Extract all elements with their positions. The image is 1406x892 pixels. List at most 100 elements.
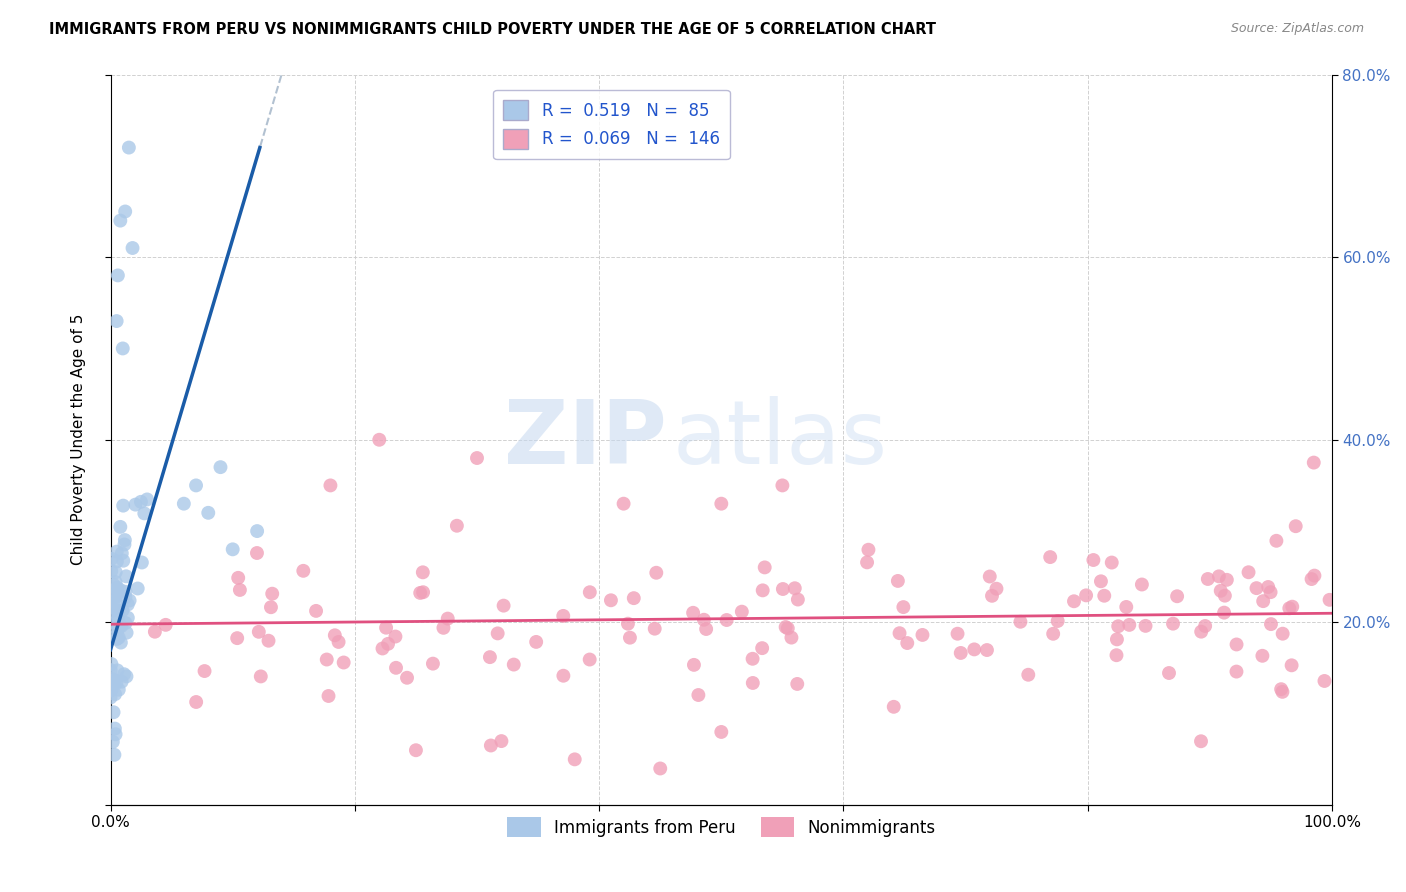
Point [112,499,135,513]
Point [105,554,128,568]
Point [772,582,794,596]
Point [1115,599,1137,614]
Point [107,612,129,626]
Point [257,633,280,648]
Point [100,564,122,578]
Point [553,669,575,683]
Point [887,574,910,588]
Point [103,676,125,690]
Point [114,204,136,219]
Point [949,646,972,660]
Point [710,725,733,739]
Point [1046,614,1069,628]
Point [100,673,122,688]
Point [492,599,515,613]
Point [121,241,143,255]
Point [104,596,127,610]
Point [262,587,284,601]
Point [105,586,128,600]
Point [100,675,122,690]
Point [889,626,911,640]
Point [107,682,129,697]
Point [409,586,432,600]
Point [1285,519,1308,533]
Point [770,478,793,492]
Point [209,460,232,475]
Point [1213,589,1236,603]
Point [1225,665,1247,679]
Point [1042,627,1064,641]
Point [110,674,132,689]
Point [100,683,122,698]
Point [1281,658,1303,673]
Point [1271,626,1294,640]
Point [1208,569,1230,583]
Point [693,613,716,627]
Point [101,735,124,749]
Point [1135,619,1157,633]
Point [143,624,166,639]
Point [432,621,454,635]
Point [710,497,733,511]
Point [412,585,434,599]
Point [688,688,710,702]
Y-axis label: Child Poverty Under the Age of 5: Child Poverty Under the Age of 5 [72,314,86,566]
Point [105,581,128,595]
Point [107,604,129,618]
Point [1118,618,1140,632]
Point [103,578,125,592]
Point [981,589,1004,603]
Point [384,630,406,644]
Point [105,314,128,328]
Point [1251,648,1274,663]
Point [783,581,806,595]
Point [107,631,129,645]
Point [100,657,122,671]
Point [117,611,139,625]
Point [1092,589,1115,603]
Point [129,495,152,509]
Point [1157,665,1180,680]
Point [1216,573,1239,587]
Point [1251,594,1274,608]
Point [479,739,502,753]
Point [104,727,127,741]
Point [716,613,738,627]
Point [247,624,270,639]
Point [107,620,129,634]
Point [114,584,136,599]
Point [222,542,245,557]
Point [741,652,763,666]
Point [1197,572,1219,586]
Point [617,616,640,631]
Point [976,643,998,657]
Point [986,582,1008,596]
Point [741,676,763,690]
Point [1265,533,1288,548]
Point [246,546,269,560]
Point [375,621,398,635]
Point [1237,566,1260,580]
Point [105,582,128,596]
Point [1213,606,1236,620]
Point [883,699,905,714]
Point [155,617,177,632]
Point [124,498,146,512]
Text: atlas: atlas [672,396,887,483]
Point [229,582,252,597]
Point [127,582,149,596]
Point [682,606,704,620]
Point [115,569,138,583]
Point [780,631,803,645]
Point [1260,617,1282,632]
Point [260,600,283,615]
Point [1225,637,1247,651]
Point [118,593,141,607]
Point [103,594,125,608]
Point [412,566,434,580]
Point [623,591,645,606]
Point [1281,599,1303,614]
Point [323,628,346,642]
Point [893,600,915,615]
Point [600,593,623,607]
